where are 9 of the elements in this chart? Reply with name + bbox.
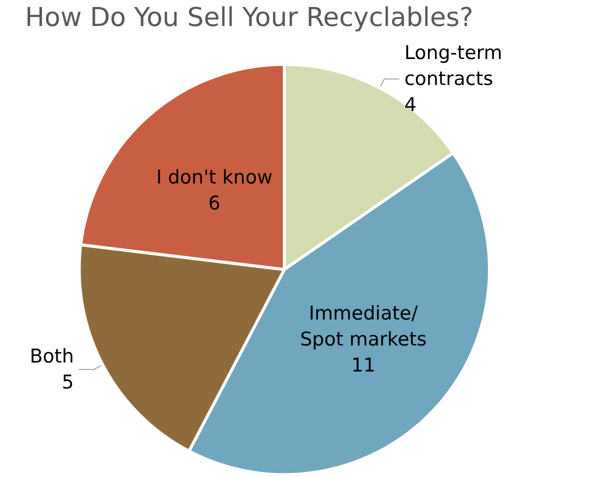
data-label: 11 <box>351 354 376 376</box>
slice-label: Long-term contracts <box>404 42 508 90</box>
slice-label: Immediate/Spot markets <box>300 302 427 350</box>
chart-title: How Do You Sell Your Recyclables? <box>25 3 474 33</box>
slice-label: I don't know <box>156 166 273 188</box>
data-label: 4 <box>404 94 416 116</box>
data-label: 5 <box>62 371 74 394</box>
data-label: 6 <box>208 192 220 214</box>
slice-label: Both <box>30 345 74 368</box>
